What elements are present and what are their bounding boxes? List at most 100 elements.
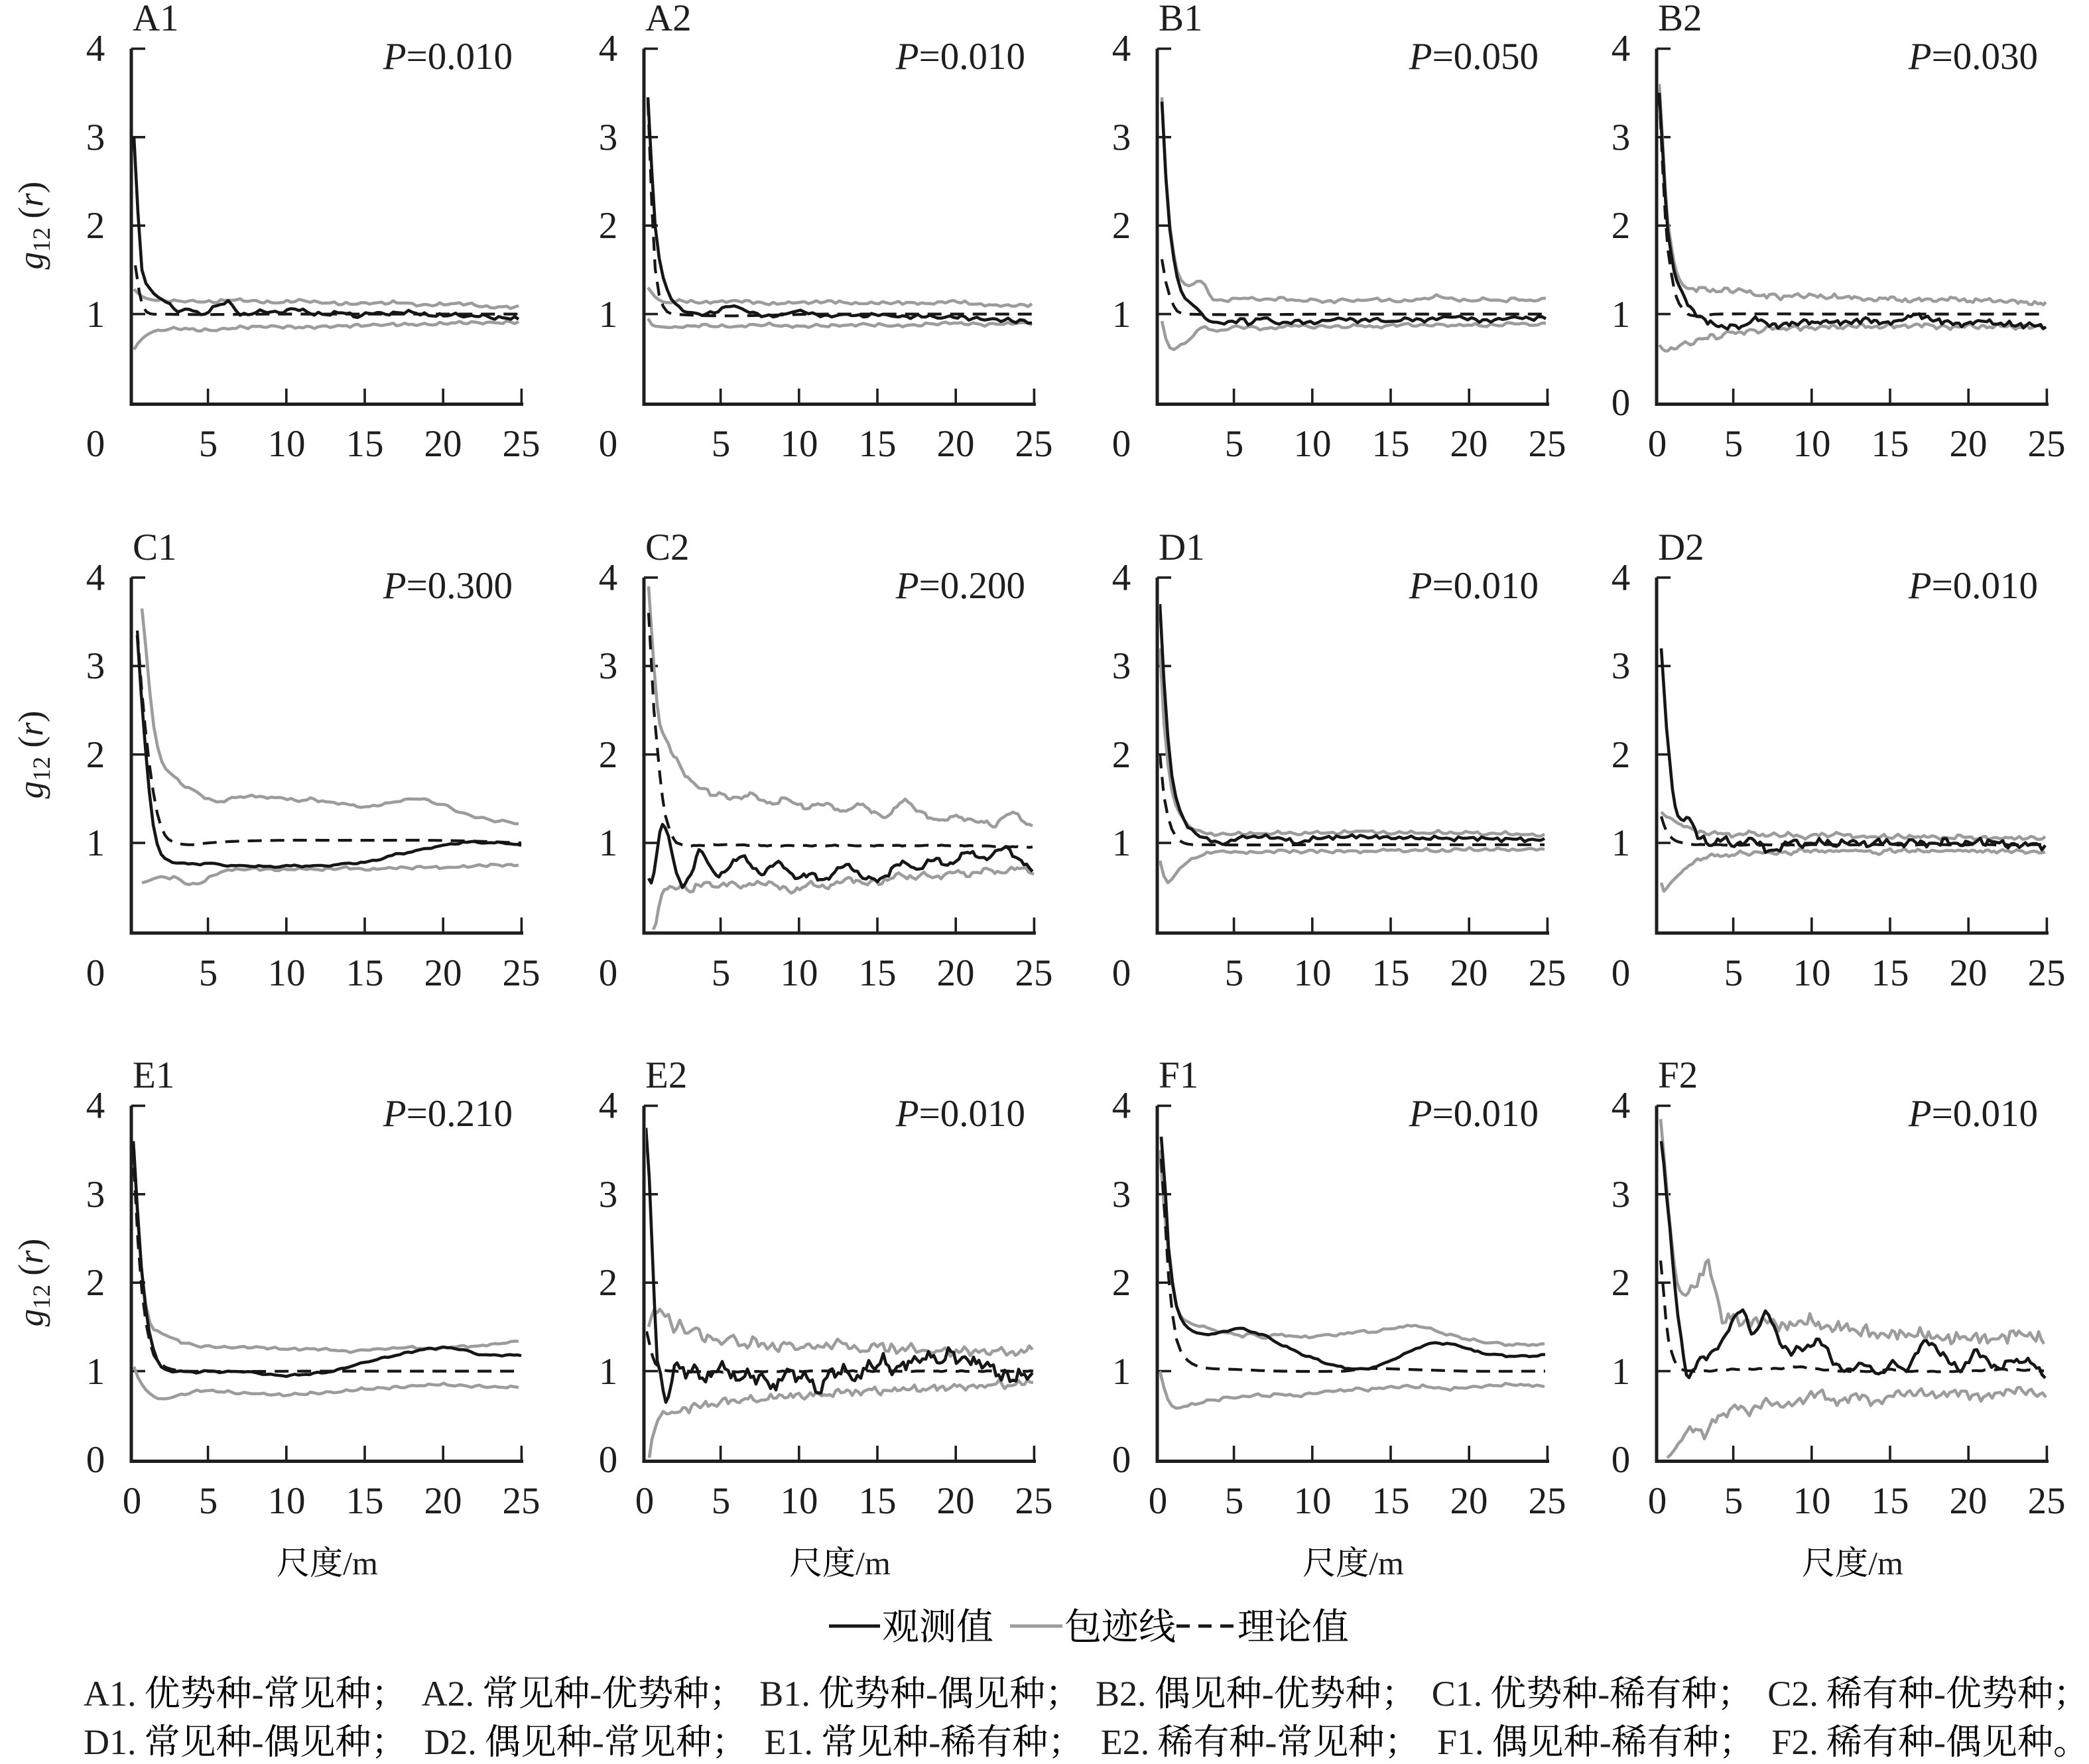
svg-text:0: 0 [599,1439,618,1481]
svg-text:F2: F2 [1658,1054,1698,1096]
svg-text:C1.: C1. [1432,1674,1483,1714]
svg-text:3: 3 [599,117,618,158]
svg-text:B2: B2 [1658,0,1702,39]
svg-text:10: 10 [268,423,306,465]
svg-text:3: 3 [1612,117,1631,158]
svg-text:0: 0 [86,423,105,465]
svg-text:20: 20 [937,1480,975,1522]
svg-text:4: 4 [1112,1085,1131,1127]
svg-text:1: 1 [86,1351,105,1393]
svg-text:-: - [926,1674,938,1714]
svg-text:1: 1 [599,822,618,864]
svg-text:0: 0 [123,1480,142,1522]
svg-text:25: 25 [503,423,540,465]
svg-text:5: 5 [1724,423,1743,465]
svg-text:3: 3 [1612,645,1631,687]
svg-text:E1.: E1. [765,1722,814,1761]
svg-text:E2.: E2. [1101,1722,1150,1761]
svg-text:-: - [590,1674,601,1714]
svg-text:15: 15 [859,1480,897,1522]
svg-text:20: 20 [1450,1480,1488,1522]
svg-text:-: - [1934,1674,1946,1714]
svg-text:1: 1 [599,1351,618,1393]
svg-text:/m: /m [343,1544,378,1582]
svg-text:E2: E2 [645,1054,687,1096]
svg-text:1: 1 [1112,822,1131,864]
svg-text:25: 25 [503,952,540,994]
svg-text:20: 20 [1950,1480,1988,1522]
svg-text:20: 20 [937,952,975,994]
svg-text:20: 20 [1950,952,1988,994]
svg-text:15: 15 [346,423,384,465]
svg-text:3: 3 [1112,117,1131,158]
svg-text:0: 0 [1612,952,1631,994]
svg-text:C2: C2 [645,527,690,568]
svg-text:3: 3 [86,645,105,687]
svg-text:-: - [1600,1722,1612,1761]
svg-text:20: 20 [424,1480,462,1522]
svg-text:5: 5 [199,423,218,465]
svg-text:10: 10 [781,423,818,465]
svg-text:1: 1 [86,294,105,336]
svg-text:3: 3 [599,1174,618,1216]
svg-text:P=0.010: P=0.010 [1409,1093,1539,1135]
svg-text:4: 4 [1112,28,1131,70]
svg-text:25: 25 [1529,1480,1566,1522]
svg-text:10: 10 [781,1480,818,1522]
svg-text:-: - [252,1674,264,1714]
svg-text:3: 3 [1112,1174,1131,1216]
svg-text:10: 10 [1294,952,1332,994]
svg-text:25: 25 [1015,952,1053,994]
svg-text:4: 4 [86,1085,105,1127]
svg-text:25: 25 [1015,1480,1053,1522]
svg-text:1: 1 [1612,822,1631,864]
svg-text:4: 4 [86,28,105,70]
svg-text:0: 0 [1612,1439,1631,1481]
svg-text:20: 20 [424,423,462,465]
svg-text:-: - [928,1722,940,1761]
svg-text:2: 2 [1112,205,1131,247]
svg-text:25: 25 [1015,423,1053,465]
svg-text:20: 20 [1950,423,1988,465]
svg-text:-: - [1265,1722,1277,1761]
svg-text:A2: A2 [645,0,692,39]
svg-text:4: 4 [1612,28,1631,70]
svg-text:5: 5 [1724,1480,1743,1522]
svg-text:A2.: A2. [422,1674,475,1714]
svg-text:D2: D2 [1658,527,1704,568]
svg-text:4: 4 [599,1085,618,1127]
svg-text:20: 20 [937,423,975,465]
svg-text:5: 5 [199,952,218,994]
svg-text:P=0.300: P=0.300 [383,565,513,607]
svg-text:2: 2 [1112,1262,1131,1304]
svg-text:15: 15 [1871,952,1909,994]
svg-text:0: 0 [1612,382,1631,424]
svg-text:A1: A1 [133,0,179,39]
svg-text:5: 5 [1225,952,1244,994]
svg-text:2: 2 [599,1262,618,1304]
svg-text:4: 4 [599,557,618,599]
svg-text:3: 3 [86,1174,105,1216]
svg-text:0: 0 [86,1439,105,1481]
svg-text:15: 15 [346,1480,384,1522]
svg-text:4: 4 [1612,1085,1631,1127]
svg-text:0: 0 [86,952,105,994]
svg-text:P=0.210: P=0.210 [383,1093,513,1135]
svg-text:4: 4 [1112,557,1131,599]
svg-text:1: 1 [1612,294,1631,336]
svg-text:15: 15 [1871,1480,1909,1522]
svg-text:5: 5 [1724,952,1743,994]
svg-text:15: 15 [859,952,897,994]
svg-text:10: 10 [1793,1480,1831,1522]
svg-text:2: 2 [86,1262,105,1304]
svg-text:15: 15 [1372,1480,1410,1522]
svg-text:15: 15 [1372,952,1410,994]
svg-text:5: 5 [712,952,731,994]
svg-text:g12 (r): g12 (r) [12,1239,56,1327]
svg-text:25: 25 [2028,1480,2066,1522]
svg-text:/m: /m [1868,1544,1903,1582]
svg-text:2: 2 [86,734,105,776]
svg-text:15: 15 [859,423,897,465]
svg-text:B1: B1 [1159,0,1203,39]
svg-text:10: 10 [268,1480,306,1522]
